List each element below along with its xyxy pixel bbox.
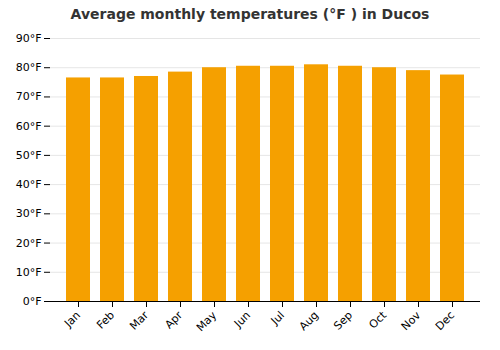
svg-text:Sep: Sep	[331, 309, 355, 333]
svg-text:40°F: 40°F	[16, 178, 42, 191]
svg-text:Feb: Feb	[94, 309, 117, 332]
svg-text:Mar: Mar	[127, 308, 151, 332]
svg-text:70°F: 70°F	[16, 90, 42, 103]
svg-text:Jan: Jan	[61, 309, 83, 331]
svg-text:May: May	[194, 308, 220, 334]
svg-text:Dec: Dec	[433, 309, 457, 333]
svg-text:90°F: 90°F	[16, 32, 42, 45]
svg-text:Apr: Apr	[162, 308, 185, 331]
svg-text:Nov: Nov	[399, 308, 424, 333]
svg-text:Jul: Jul	[268, 309, 287, 328]
svg-text:0°F: 0°F	[23, 295, 42, 308]
svg-text:Aug: Aug	[297, 309, 321, 333]
html-text:Average monthly temperatures (: Average monthly temperatures (°F ) in Du…	[70, 6, 430, 22]
svg-text:Jun: Jun	[231, 309, 253, 331]
svg-text:20°F: 20°F	[16, 237, 42, 250]
svg-text:Oct: Oct	[366, 308, 389, 331]
svg-text:30°F: 30°F	[16, 207, 42, 220]
svg-text:50°F: 50°F	[16, 149, 42, 162]
svg-text:80°F: 80°F	[16, 61, 42, 74]
svg-text:60°F: 60°F	[16, 120, 42, 133]
svg-text:10°F: 10°F	[16, 266, 42, 279]
